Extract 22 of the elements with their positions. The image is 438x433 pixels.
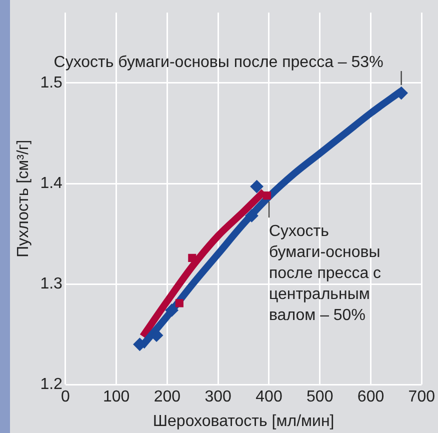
x-tick-label: 100 [102,388,130,406]
point [165,304,178,317]
annotation: Сухость бумаги-основы после пресса – 53% [54,54,384,72]
point [175,299,184,308]
y-tick-label: 1.4 [40,174,63,192]
x-tick-label: 0 [60,388,70,406]
point [188,254,196,262]
point [262,192,271,200]
y-tick-label: 1.2 [40,376,63,394]
y-tick-label: 1.3 [40,275,63,292]
annotation: Сухость бумаги-основы после пресса с центральным валом – 50% [268,222,382,324]
x-tick-label: 700 [408,388,436,406]
x-tick-label: 400 [256,388,282,406]
x-tick-label: 500 [306,388,334,406]
x-axis-title: Шероховатость [мл/мин] [152,412,334,430]
point [245,209,258,222]
y-tick-label: 1.5 [40,74,63,92]
x-tick-label: 600 [357,388,384,406]
x-tick-label: 200 [154,388,181,406]
y-axis-title: Пухлость [см³/г] [15,140,32,258]
point [250,180,264,194]
x-tick-label: 300 [204,388,232,406]
